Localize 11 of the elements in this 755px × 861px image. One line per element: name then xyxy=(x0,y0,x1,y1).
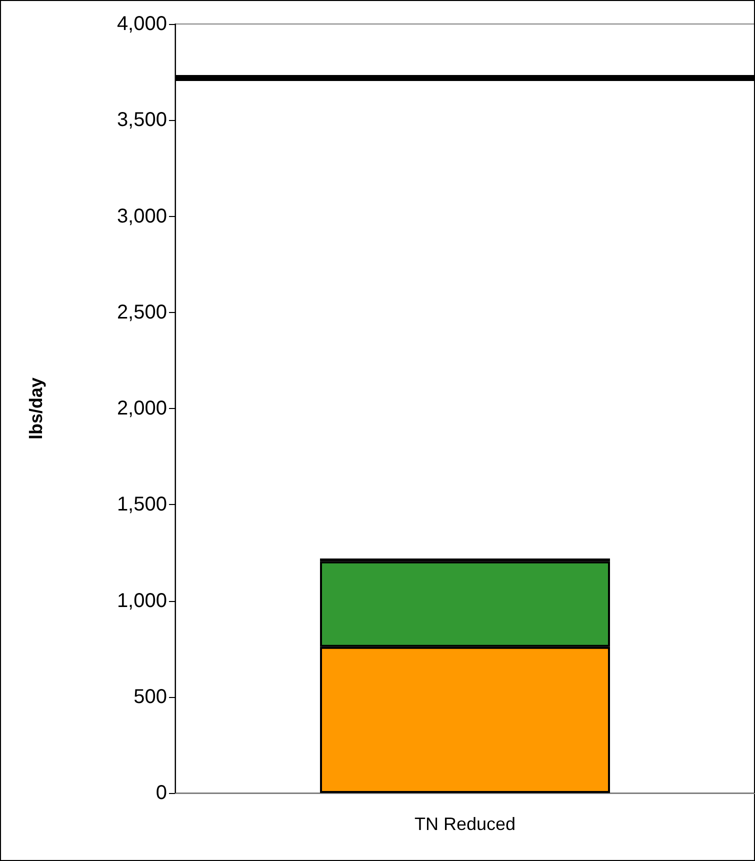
y-axis-title: lbs/day xyxy=(26,377,46,440)
y-tick-label: 4,000 xyxy=(116,13,167,35)
y-tick-label: 1,000 xyxy=(116,590,167,612)
y-tick-label: 2,000 xyxy=(116,398,167,420)
y-tick-label: 3,500 xyxy=(116,109,167,132)
x-tick-label: TN Reduced xyxy=(414,814,516,834)
y-tick-label: 2,500 xyxy=(116,301,167,324)
y-tick-label: 0 xyxy=(156,782,167,804)
y-tick-label: 1,500 xyxy=(116,494,167,516)
y-tick-label: 500 xyxy=(134,686,167,708)
y-tick-label: 3,000 xyxy=(116,205,167,228)
